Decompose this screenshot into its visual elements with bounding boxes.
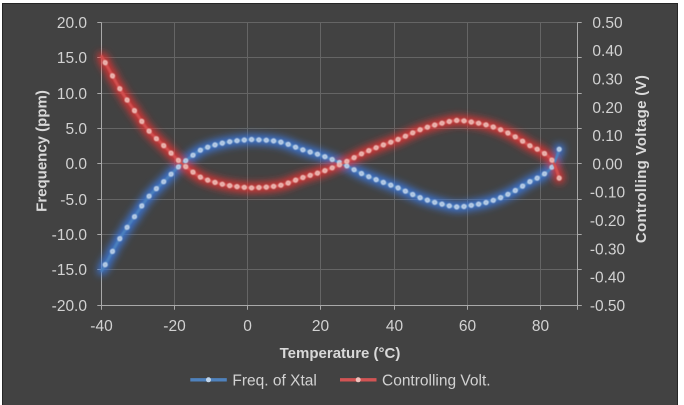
svg-text:20.0: 20.0 [57, 15, 88, 32]
svg-text:-15.0: -15.0 [52, 262, 88, 279]
svg-text:-0.10: -0.10 [590, 185, 626, 202]
svg-text:Frequency (ppm): Frequency (ppm) [34, 90, 51, 212]
svg-text:Controlling Volt.: Controlling Volt. [382, 373, 491, 390]
svg-text:-0.50: -0.50 [590, 298, 626, 315]
svg-text:-0.20: -0.20 [590, 213, 626, 230]
svg-text:40: 40 [386, 318, 404, 335]
svg-text:10.0: 10.0 [57, 86, 88, 103]
svg-text:0.20: 0.20 [592, 100, 623, 117]
svg-text:-10.0: -10.0 [52, 227, 88, 244]
svg-text:80: 80 [532, 318, 550, 335]
svg-text:0.50: 0.50 [592, 15, 623, 32]
svg-text:60: 60 [459, 318, 477, 335]
svg-text:Freq. of Xtal: Freq. of Xtal [232, 373, 316, 390]
svg-text:-40: -40 [90, 318, 113, 335]
svg-text:15.0: 15.0 [57, 50, 88, 67]
svg-text:0.00: 0.00 [592, 156, 623, 173]
svg-text:0.0: 0.0 [65, 156, 87, 173]
svg-text:-0.40: -0.40 [590, 270, 626, 287]
svg-text:0.40: 0.40 [592, 43, 623, 60]
svg-text:20: 20 [312, 318, 330, 335]
svg-text:0.30: 0.30 [592, 72, 623, 89]
svg-text:-20: -20 [163, 318, 186, 335]
svg-text:-5.0: -5.0 [60, 192, 87, 209]
svg-text:Temperature (°C): Temperature (°C) [280, 345, 401, 362]
svg-text:-20.0: -20.0 [52, 298, 88, 315]
svg-text:5.0: 5.0 [65, 121, 87, 138]
svg-text:Controlling Voltage (V): Controlling Voltage (V) [633, 75, 650, 243]
svg-text:0.10: 0.10 [592, 128, 623, 145]
svg-text:-0.30: -0.30 [590, 241, 626, 258]
svg-text:0: 0 [243, 318, 252, 335]
